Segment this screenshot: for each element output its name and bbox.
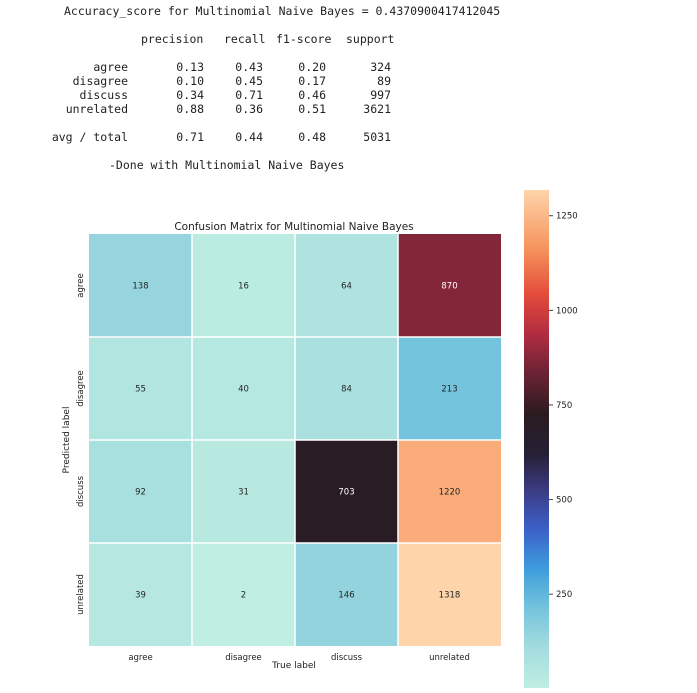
row-label: disagree	[72, 74, 128, 88]
x-tick-label: discuss	[331, 653, 363, 663]
row-recall: 0.43	[235, 60, 263, 74]
chart-title: Confusion Matrix for Multinomial Naive B…	[174, 221, 413, 233]
cell-value-label: 2	[241, 591, 246, 601]
colorbar-tick-label: 1000	[556, 306, 578, 316]
cell-value-label: 146	[338, 591, 354, 601]
heatmap-cell	[192, 234, 295, 337]
heatmap-cell	[398, 440, 501, 543]
y-axis-label: Predicted label	[62, 407, 72, 474]
avg-f1: 0.48	[298, 130, 326, 144]
row-recall: 0.36	[235, 102, 263, 116]
heatmap-cell	[398, 337, 501, 440]
x-tick-label: disagree	[225, 653, 262, 663]
cell-value-label: 39	[135, 591, 146, 601]
y-tick-label: disagree	[76, 370, 86, 407]
cell-value-label: 138	[132, 282, 148, 292]
done-line: -Done with Multinomial Naive Bayes	[109, 158, 345, 172]
accuracy-line: Accuracy_score for Multinomial Naive Bay…	[64, 4, 501, 18]
cell-value-label: 870	[441, 282, 457, 292]
header-f1-score: f1-score	[276, 32, 332, 46]
heatmap-cell	[192, 543, 295, 646]
row-support: 324	[370, 60, 391, 74]
row-support: 997	[370, 88, 391, 102]
heatmap-cell	[295, 440, 398, 543]
y-tick-label: agree	[76, 273, 86, 297]
row-f1: 0.20	[298, 60, 326, 74]
cell-value-label: 64	[341, 282, 352, 292]
cell-value-label: 92	[135, 488, 146, 498]
cell-value-label: 16	[238, 282, 249, 292]
heatmap-cell	[398, 234, 501, 337]
colorbar-tick-label: 750	[556, 401, 572, 411]
row-recall: 0.71	[235, 88, 263, 102]
row-label: discuss	[79, 88, 128, 102]
x-axis-label: True label	[271, 661, 316, 671]
row-label: agree	[93, 60, 128, 74]
cell-value-label: 213	[441, 385, 457, 395]
y-tick-label: unrelated	[76, 574, 86, 615]
heatmap-cell	[398, 543, 501, 646]
cell-value-label: 84	[341, 385, 352, 395]
header-recall: recall	[224, 32, 266, 46]
cell-value-label: 1220	[439, 488, 461, 498]
heatmap-cell	[89, 337, 192, 440]
row-support: 89	[377, 74, 391, 88]
avg-support: 5031	[363, 130, 391, 144]
x-tick-label: agree	[128, 653, 152, 663]
row-support: 3621	[363, 102, 391, 116]
cell-value-label: 31	[238, 488, 249, 498]
x-tick-label: unrelated	[429, 653, 470, 663]
y-tick-label: discuss	[76, 475, 86, 507]
row-f1: 0.51	[298, 102, 326, 116]
heatmap-cell	[89, 543, 192, 646]
cell-value-label: 703	[338, 488, 354, 498]
row-f1: 0.17	[298, 74, 326, 88]
heatmap-cell	[295, 337, 398, 440]
colorbar	[524, 190, 549, 688]
header-precision: precision	[141, 32, 204, 46]
heatmap-cell	[192, 337, 295, 440]
header-support: support	[346, 32, 395, 46]
row-recall: 0.45	[235, 74, 263, 88]
heatmap-cell	[89, 234, 192, 337]
row-precision: 0.34	[176, 88, 204, 102]
colorbar-tick-label: 1250	[556, 212, 578, 222]
row-precision: 0.13	[176, 60, 204, 74]
classification-report: Accuracy_score for Multinomial Naive Bay…	[0, 0, 697, 190]
avg-recall: 0.44	[235, 130, 263, 144]
avg-label: avg / total	[51, 130, 128, 144]
cell-value-label: 55	[135, 385, 146, 395]
avg-precision: 0.71	[176, 130, 204, 144]
heatmap-cell	[89, 440, 192, 543]
cell-value-label: 40	[238, 385, 249, 395]
heatmap-cell	[192, 440, 295, 543]
row-precision: 0.10	[176, 74, 204, 88]
heatmap-cell	[295, 543, 398, 646]
heatmap-cell	[295, 234, 398, 337]
cell-value-label: 1318	[439, 591, 461, 601]
colorbar-tick-label: 500	[556, 496, 572, 506]
row-precision: 0.88	[176, 102, 204, 116]
colorbar-tick-label: 250	[556, 590, 572, 600]
row-label: unrelated	[65, 102, 128, 116]
row-f1: 0.46	[298, 88, 326, 102]
